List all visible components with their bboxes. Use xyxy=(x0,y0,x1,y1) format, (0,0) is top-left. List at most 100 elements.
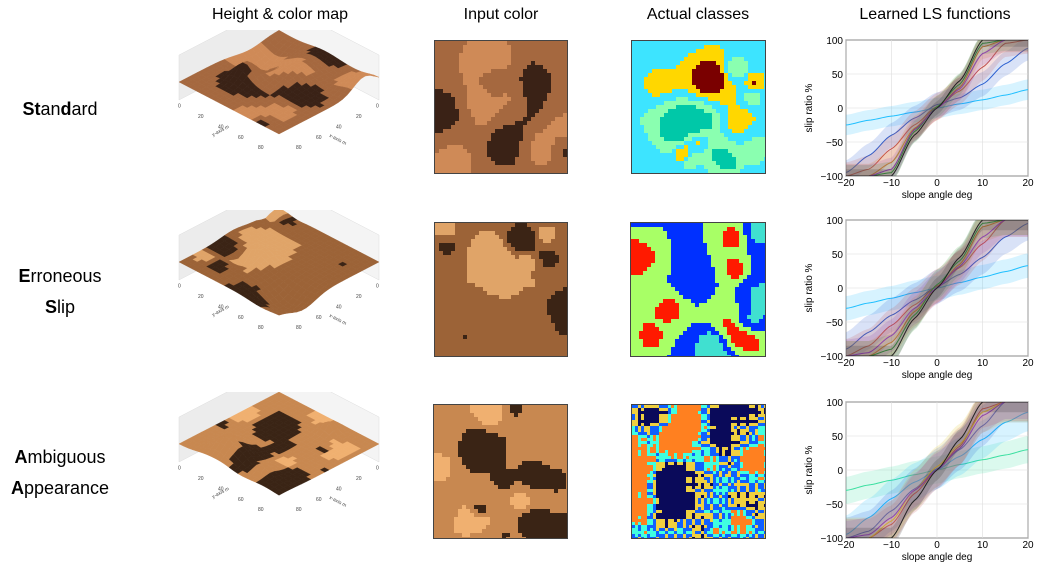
row-label-run: lip xyxy=(57,297,76,317)
row-label-line: Erroneous xyxy=(0,261,120,292)
row-label-erroneous-slip: Erroneous Slip xyxy=(0,261,120,323)
column-header-actual-classes: Actual classes xyxy=(646,6,750,23)
surface-y-tick: 0 xyxy=(178,284,181,290)
row-label-run: E xyxy=(18,266,31,286)
surface-x-tick: 40 xyxy=(336,304,342,310)
ls-functions-plot-ambiguous-appearance: −20 −10 0 10 20 −100 −50 0 50 100 slope angle deg s… xyxy=(800,398,1040,566)
map-cells xyxy=(632,41,765,173)
row-label-ambiguous-appearance: Ambiguous Appearance xyxy=(0,442,120,504)
y-tick-label: −100 xyxy=(820,534,843,545)
surface-x-tick: 0 xyxy=(376,104,379,110)
series-line xyxy=(846,47,1028,174)
map-cells xyxy=(631,223,765,356)
map-cells xyxy=(434,405,567,538)
map-cells xyxy=(435,41,567,173)
map-cells xyxy=(435,223,567,356)
series-line xyxy=(846,220,1028,356)
actual-classes-erroneous-slip xyxy=(630,222,766,357)
surface-y-tick: 40 xyxy=(218,486,224,492)
class-map xyxy=(632,405,765,538)
surface-x-tick: 0 xyxy=(376,466,379,472)
y-tick-label: 50 xyxy=(832,250,844,261)
actual-classes-ambiguous-appearance xyxy=(631,404,766,539)
surface-y-tick: 60 xyxy=(238,135,244,141)
surface-y-tick: 20 xyxy=(198,294,204,300)
row-label-line: Standard xyxy=(0,94,120,125)
surface-x-tick: 40 xyxy=(336,486,342,492)
surface-x-tick: 60 xyxy=(316,497,322,503)
class-map xyxy=(631,223,765,356)
surface-y-tick: 0 xyxy=(178,466,181,472)
series-line xyxy=(846,40,1028,176)
ls-functions-plot-standard: −20 −10 0 10 20 −100 −50 0 50 100 slope angle deg s… xyxy=(800,36,1040,204)
x-tick-label: −20 xyxy=(838,178,855,189)
x-tick-label: 0 xyxy=(934,358,940,369)
surface-x-tick: 40 xyxy=(336,124,342,130)
row-label-run: A xyxy=(10,478,24,498)
y-tick-label: 50 xyxy=(832,432,844,443)
x-axis-label: slope angle deg xyxy=(902,190,973,201)
surface-x-axis-label: x-axis m xyxy=(328,133,347,147)
row-label-run: A xyxy=(14,447,28,467)
input-color-map xyxy=(435,223,567,356)
input-color-standard xyxy=(434,40,568,174)
row-label-run: St xyxy=(22,99,41,119)
x-tick-label: 10 xyxy=(977,358,989,369)
surface-x-tick: 20 xyxy=(356,476,362,482)
input-color-ambiguous-appearance xyxy=(433,404,568,539)
surface-y-tick: 40 xyxy=(218,304,224,310)
y-tick-label: −50 xyxy=(826,318,843,329)
row-label-line: Slip xyxy=(0,292,120,323)
y-axis-label: slip ratio % xyxy=(804,83,815,132)
y-tick-label: 100 xyxy=(826,36,843,47)
series-line xyxy=(846,402,1028,538)
surface-x-tick: 80 xyxy=(296,145,302,151)
column-header-ls-functions: Learned LS functions xyxy=(859,6,1011,23)
ls-functions-plot-erroneous-slip: −20 −10 0 10 20 −100 −50 0 50 100 slope angle deg s… xyxy=(800,216,1040,384)
y-axis-label: slip ratio % xyxy=(804,445,815,494)
surface-x-axis-label: x-axis m xyxy=(328,313,347,327)
x-tick-label: 10 xyxy=(977,178,989,189)
row-label-standard: Standard xyxy=(0,94,120,125)
y-tick-label: 0 xyxy=(837,284,843,295)
column-header-height-map: Height & color map xyxy=(211,6,349,23)
series-band xyxy=(846,79,1028,136)
row-label-run: d xyxy=(60,99,72,119)
surface-x-tick: 20 xyxy=(356,294,362,300)
x-tick-label: −10 xyxy=(883,358,900,369)
actual-classes-standard xyxy=(631,40,766,174)
y-tick-label: −100 xyxy=(820,352,843,363)
y-tick-label: 0 xyxy=(837,466,843,477)
surface-y-tick: 0 xyxy=(178,104,181,110)
y-tick-label: −50 xyxy=(826,500,843,511)
surface-y-tick: 80 xyxy=(258,145,264,151)
y-tick-label: −100 xyxy=(820,172,843,183)
series-line xyxy=(846,40,1028,176)
surface-y-tick: 60 xyxy=(238,497,244,503)
x-tick-label: −10 xyxy=(883,540,900,551)
x-tick-label: 0 xyxy=(934,178,940,189)
series-group xyxy=(846,220,1028,356)
surface-y-tick: 40 xyxy=(218,124,224,130)
x-tick-label: 20 xyxy=(1022,358,1034,369)
series-line xyxy=(846,220,1028,356)
surface-x-tick: 80 xyxy=(296,325,302,331)
surface-y-tick: 80 xyxy=(258,325,264,331)
y-tick-label: 0 xyxy=(837,104,843,115)
x-tick-label: −20 xyxy=(838,358,855,369)
surface-x-tick: 80 xyxy=(296,507,302,513)
y-tick-label: 100 xyxy=(826,216,843,227)
input-color-map xyxy=(435,41,567,173)
class-map xyxy=(632,41,765,173)
series-line xyxy=(846,220,1028,356)
surface-x-tick: 0 xyxy=(376,284,379,290)
surface-x-tick: 20 xyxy=(356,114,362,120)
series-group xyxy=(846,402,1028,538)
series-group xyxy=(846,40,1028,176)
surface-mesh xyxy=(178,208,380,316)
surface-y-tick: 20 xyxy=(198,476,204,482)
y-tick-label: 100 xyxy=(826,398,843,409)
